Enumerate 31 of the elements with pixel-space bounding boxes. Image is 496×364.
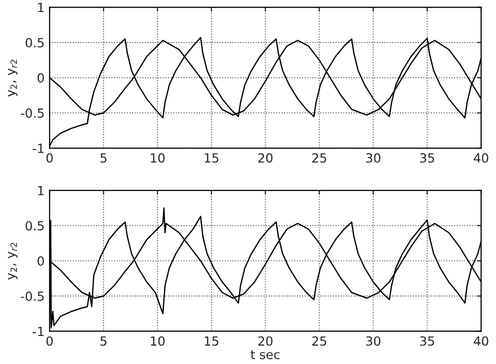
- x-axis-title: t sec: [250, 350, 280, 360]
- x-tick-label: 20: [258, 336, 272, 346]
- x-tick-label: 10: [150, 153, 165, 163]
- x-tick-label: 25: [312, 153, 326, 163]
- x-tick-label: 35: [420, 153, 434, 163]
- x-tick-label: 10: [150, 336, 165, 346]
- y-axis-title: y$_{2}$, y$_{r2}$: [8, 60, 18, 97]
- x-tick-label: 15: [204, 153, 218, 163]
- x-tick-label: 0: [46, 153, 53, 163]
- x-tick-label: 40: [474, 153, 488, 163]
- y-tick-label: 0.5: [26, 221, 44, 231]
- x-tick-label: 5: [100, 336, 106, 346]
- x-tick-label: 30: [366, 336, 380, 346]
- y-tick-label: -1: [32, 326, 44, 336]
- x-tick-label: 15: [204, 336, 218, 346]
- y-tick-label: -0.5: [20, 108, 44, 118]
- x-tick-label: 40: [474, 336, 488, 346]
- y-tick-label: 0.5: [26, 38, 44, 48]
- x-tick-label: 0: [46, 336, 53, 346]
- y-tick-label: 1: [38, 2, 44, 12]
- x-tick-label: 20: [258, 153, 272, 163]
- y-tick-label: -1: [32, 144, 44, 153]
- y-tick-label: 0: [38, 256, 44, 266]
- x-tick-label: 25: [312, 336, 326, 346]
- x-tick-label: 5: [100, 153, 106, 163]
- x-tick-label: 35: [420, 336, 434, 346]
- y-tick-label: -0.5: [20, 292, 44, 301]
- y-tick-label: 0: [38, 73, 44, 83]
- x-tick-label: 30: [366, 153, 380, 163]
- y-axis-title: y$_{2}$, y$_{r2}$: [8, 242, 18, 280]
- y-tick-label: 1: [38, 186, 44, 196]
